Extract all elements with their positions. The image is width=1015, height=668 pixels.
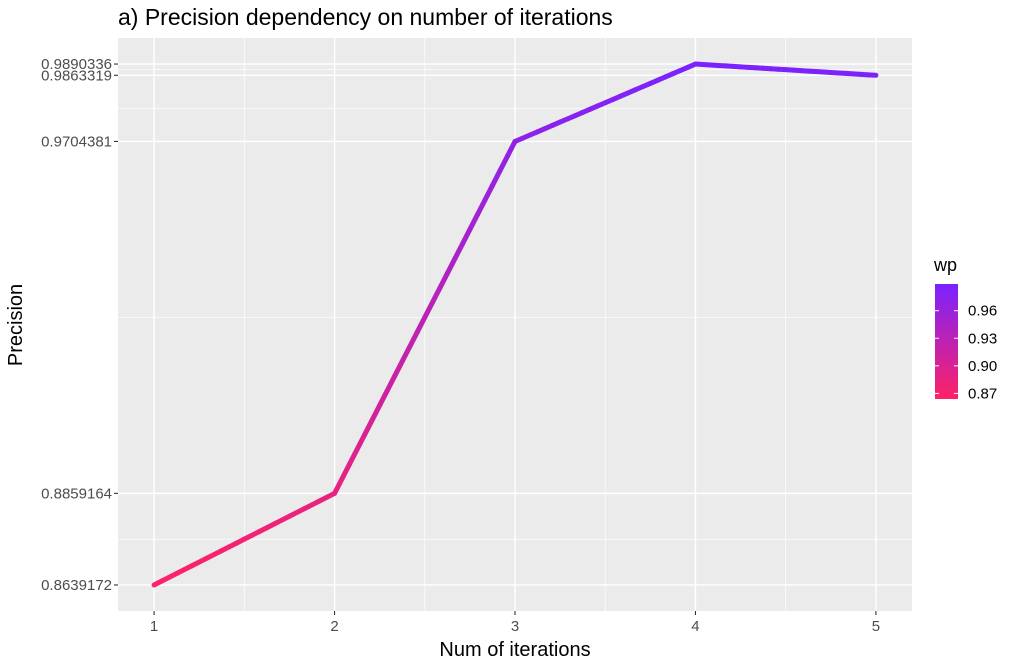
legend-label: 0.96: [968, 303, 997, 320]
line-segment: [489, 168, 503, 188]
line-segment: [332, 476, 345, 496]
line-segment: [407, 329, 420, 350]
line-segment: [467, 212, 480, 232]
x-axis: 1 2 3 4 5: [150, 611, 880, 635]
x-tick-label: 5: [872, 618, 880, 635]
line-segment: [504, 138, 518, 159]
legend-label: 0.93: [968, 330, 997, 347]
y-tick-label: 0.8639172: [41, 577, 112, 594]
line-segment: [347, 446, 360, 467]
x-axis-title: Num of iterations: [439, 639, 590, 661]
line-segment: [497, 153, 510, 174]
y-tick-label: 0.9890336: [41, 56, 112, 73]
legend-colorbar: [935, 284, 958, 399]
legend-title: wp: [933, 255, 957, 275]
line-segment: [392, 358, 405, 379]
line-segment: [444, 256, 458, 276]
line-segment: [377, 388, 390, 408]
y-tick-label: 0.9863319: [41, 67, 112, 84]
chart-title: a) Precision dependency on number of ite…: [118, 4, 613, 30]
y-axis-title: Precision: [5, 284, 27, 366]
legend-label: 0.87: [968, 385, 997, 402]
line-segment: [399, 344, 413, 364]
line-segment: [339, 461, 353, 482]
line-segment: [354, 432, 368, 452]
line-segment: [384, 373, 398, 394]
line-segment: [459, 226, 473, 247]
line-segment: [362, 417, 375, 438]
line-segment: [369, 402, 383, 423]
line-segment: [429, 285, 443, 306]
line-segment: [414, 314, 428, 335]
x-tick-label: 3: [511, 618, 519, 635]
x-tick-label: 4: [691, 618, 699, 635]
line-segment: [482, 182, 495, 203]
y-tick-label: 0.9704381: [41, 133, 112, 150]
color-legend: wp 0.96 0.93 0.90 0.87: [933, 255, 997, 402]
line-segment: [422, 300, 435, 320]
y-tick-label: 0.8859164: [41, 485, 112, 502]
line-segment: [452, 241, 465, 262]
line-segment: [474, 197, 488, 218]
precision-series-line: [151, 61, 879, 588]
line-segment: [437, 270, 450, 291]
x-tick-label: 2: [330, 618, 338, 635]
legend-ticks: 0.96 0.93 0.90 0.87: [935, 303, 997, 402]
y-axis: 0.8639172 0.8859164 0.9704381 0.98633190.98…: [41, 56, 118, 594]
x-tick-label: 1: [150, 618, 158, 635]
legend-label: 0.90: [968, 358, 997, 375]
